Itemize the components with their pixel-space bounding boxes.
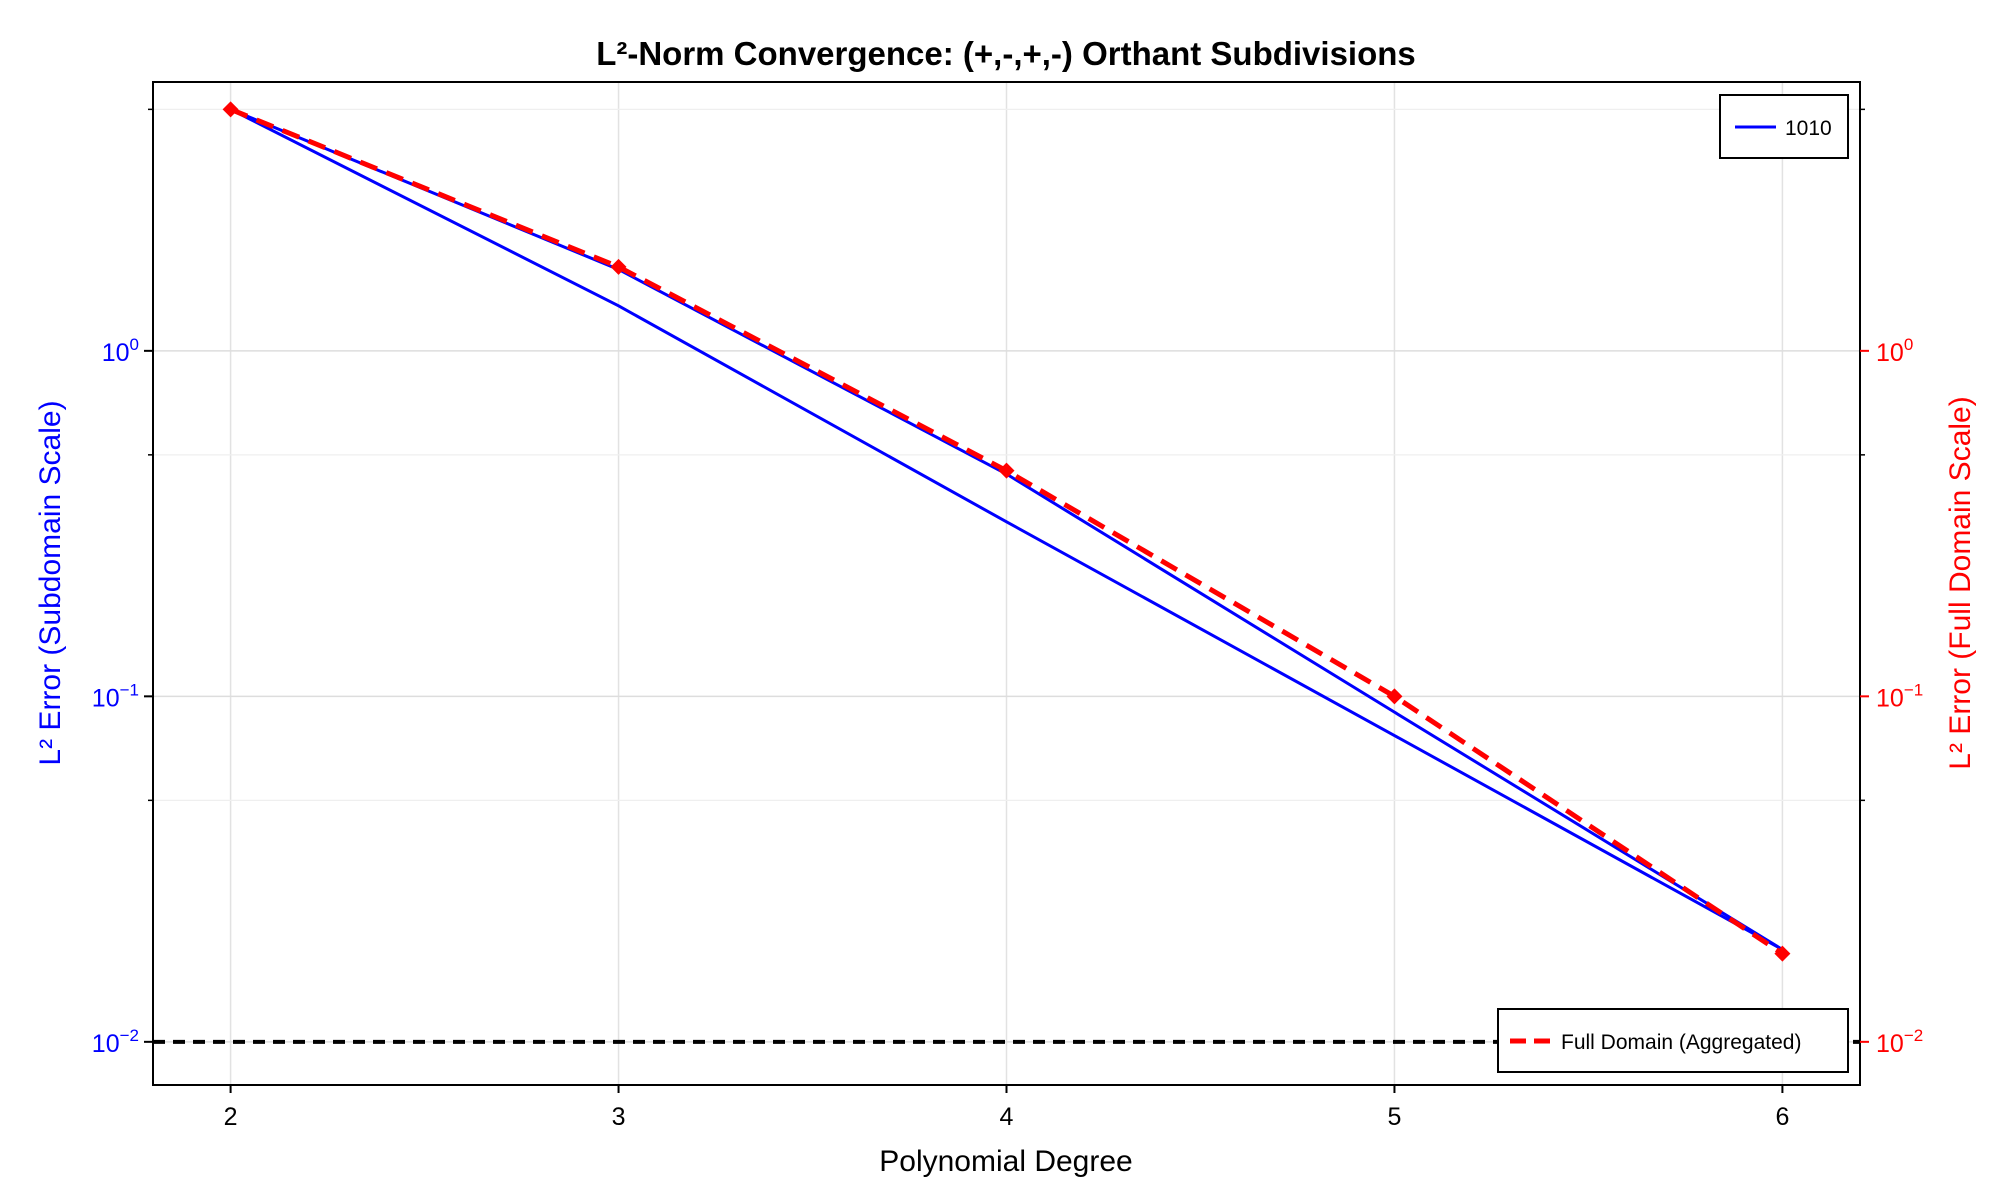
y-tick-label-right: 10−1 (1876, 680, 1923, 712)
series-group (222, 101, 1791, 962)
legend-top-label: 1010 (1785, 117, 1832, 140)
legend-bottom-label: Full Domain (Aggregated) (1561, 1031, 1801, 1054)
legend-bottom-box (1497, 1008, 1849, 1073)
series-marker (1774, 945, 1791, 962)
x-tick-label: 4 (1000, 1103, 1014, 1131)
y-tick-label-left: 10−2 (92, 1026, 139, 1058)
x-tick-label: 3 (612, 1103, 626, 1131)
legend-bottom: Full Domain (Aggregated) (1497, 1008, 1849, 1073)
y-axis-label-right: L² Error (Full Domain Scale) (1944, 396, 1977, 769)
series-marker (1386, 688, 1403, 705)
x-tick-label: 6 (1775, 1103, 1789, 1131)
x-axis-label: Polynomial Degree (879, 1145, 1132, 1178)
x-ticks: 2 3 4 5 6 (224, 1085, 1789, 1131)
x-tick-label: 2 (224, 1103, 238, 1131)
series-marker (998, 462, 1015, 479)
chart-title: L²-Norm Convergence: (+,-,+,-) Orthant S… (596, 35, 1416, 72)
y-tick-label-left: 100 (102, 335, 139, 367)
y-ticks-right: 100 10−1 10−2 (1860, 108, 1923, 1058)
y-ticks-left: 100 10−1 10−2 (92, 108, 153, 1058)
series-marker (222, 101, 239, 118)
y-axis-label-left: L² Error (Subdomain Scale) (34, 400, 67, 765)
series-marker (610, 258, 627, 275)
y-tick-label-right: 100 (1876, 335, 1913, 367)
y-tick-label-left: 10−1 (92, 680, 139, 712)
series-line-1 (229, 108, 1784, 951)
y-tick-label-right: 10−2 (1876, 1026, 1923, 1058)
legend-top: 1010 (1719, 94, 1849, 159)
x-tick-label: 5 (1388, 1103, 1402, 1131)
